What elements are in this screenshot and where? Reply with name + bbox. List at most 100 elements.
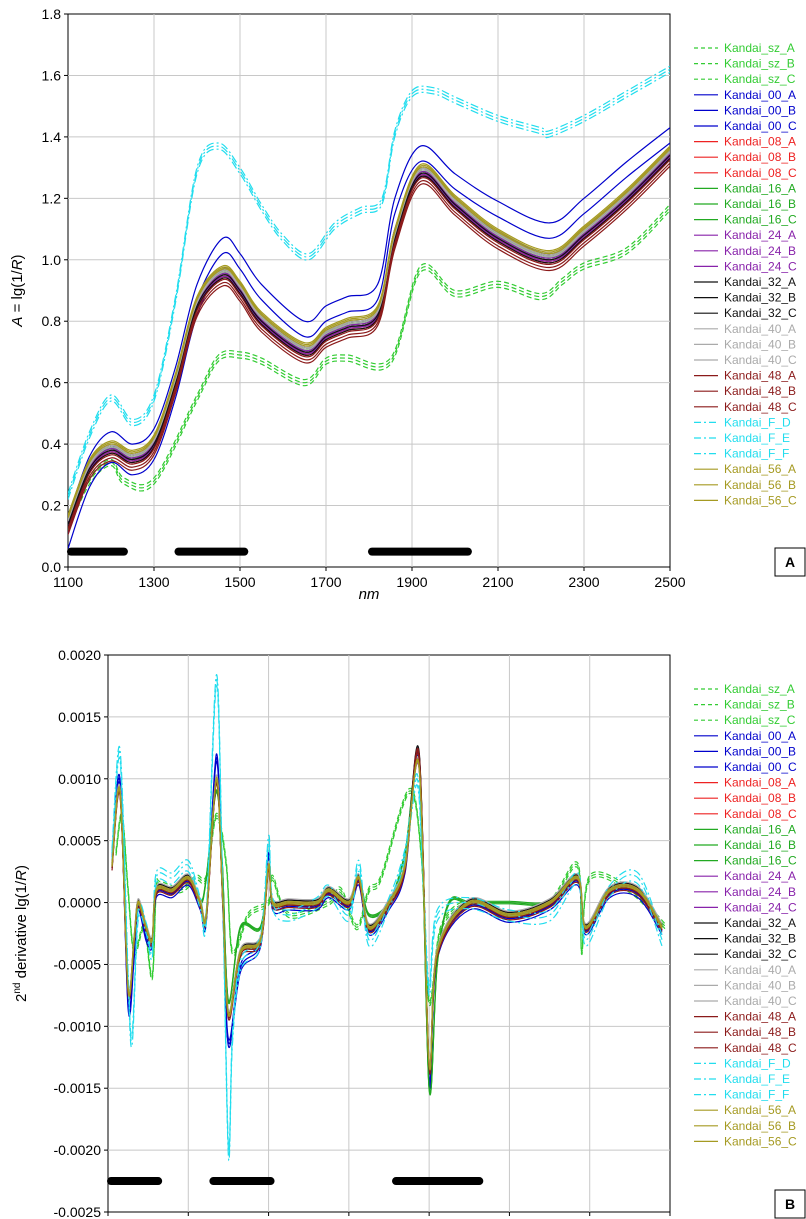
legend-label: Kandai_16_A xyxy=(724,181,796,195)
series-kandai_sz_c xyxy=(68,204,670,525)
y-axis-label-part: A xyxy=(9,317,26,328)
series-kandai_56_a xyxy=(111,758,663,1068)
series-kandai_f_e xyxy=(111,685,663,1161)
series-kandai_40_c xyxy=(68,151,670,522)
legend-label: Kandai_F_E xyxy=(724,431,790,445)
series-kandai_48_c xyxy=(68,165,670,535)
legend-label: Kandai_sz_C xyxy=(724,713,796,727)
y-tick-label: 0.4 xyxy=(42,436,62,452)
y-axis-label-part: ) xyxy=(9,254,26,259)
y-tick-label: 1.0 xyxy=(42,252,62,268)
legend-label: Kandai_F_F xyxy=(724,1088,789,1102)
series-kandai_48_a xyxy=(68,159,670,529)
y-tick-label: 0.8 xyxy=(42,313,62,329)
legend-label: Kandai_08_C xyxy=(724,166,797,180)
legend-label: Kandai_sz_C xyxy=(724,72,796,86)
x-tick-label: 2100 xyxy=(482,574,513,590)
series-kandai_56_c xyxy=(111,761,663,1071)
legend-label: Kandai_24_C xyxy=(724,259,797,273)
y-tick-label: 1.8 xyxy=(42,6,62,22)
legend-label: Kandai_24_A xyxy=(724,869,796,883)
legend-label: Kandai_32_A xyxy=(724,275,796,289)
legend-label: Kandai_08_C xyxy=(724,807,797,821)
legend-label: Kandai_08_B xyxy=(724,150,796,164)
legend-label: Kandai_48_A xyxy=(724,369,796,383)
series-kandai_40_b xyxy=(68,150,670,520)
series-kandai_48_b xyxy=(68,162,670,532)
legend-label: Kandai_F_F xyxy=(724,447,789,461)
y-axis-label-part: R xyxy=(13,870,30,881)
chart-panel-b: 11001300150017001900210023002500-0.0025-… xyxy=(12,647,806,1219)
y-tick-label: 0.0010 xyxy=(58,771,101,787)
series-kandai_40_a xyxy=(111,756,663,1066)
series-kandai_56_b xyxy=(111,759,663,1070)
series-kandai_48_a xyxy=(111,750,663,1073)
y-tick-label: 1.2 xyxy=(42,190,62,206)
y-tick-label: -0.0020 xyxy=(54,1142,102,1158)
legend-label: Kandai_08_A xyxy=(724,776,796,790)
y-axis-label-superscript: nd xyxy=(12,983,23,994)
legend-label: Kandai_16_C xyxy=(724,854,797,868)
legend-label: Kandai_sz_B xyxy=(724,57,795,71)
series-kandai_sz_a xyxy=(68,207,670,528)
legend-label: Kandai_56_C xyxy=(724,1134,797,1148)
legend-label: Kandai_48_B xyxy=(724,384,796,398)
panel-label: A xyxy=(785,554,795,570)
series-kandai_32_a xyxy=(68,154,670,525)
series-kandai_f_d xyxy=(68,65,670,494)
series-kandai_56_c xyxy=(68,148,670,519)
legend-label: Kandai_16_B xyxy=(724,838,796,852)
y-tick-label: -0.0025 xyxy=(54,1204,102,1219)
legend-label: Kandai_56_A xyxy=(724,1103,796,1117)
plot-area xyxy=(67,13,671,568)
series-kandai_32_b xyxy=(68,157,670,528)
legend-label: Kandai_40_B xyxy=(724,978,796,992)
legend-label: Kandai_56_B xyxy=(724,1119,796,1133)
legend-label: Kandai_32_A xyxy=(724,916,796,930)
y-axis-label: A = lg(1/R) xyxy=(9,254,26,327)
legend-label: Kandai_40_C xyxy=(724,353,797,367)
y-tick-label: 0.0000 xyxy=(58,895,101,911)
legend-label: Kandai_40_C xyxy=(724,994,797,1008)
legend-label: Kandai_F_D xyxy=(724,415,791,429)
legend-label: Kandai_32_B xyxy=(724,291,796,305)
x-tick-label: 1100 xyxy=(53,574,83,590)
legend-label: Kandai_56_B xyxy=(724,478,796,492)
y-tick-label: -0.0010 xyxy=(54,1018,102,1034)
legend-label: Kandai_00_C xyxy=(724,119,797,133)
legend-label: Kandai_56_A xyxy=(724,462,796,476)
legend-label: Kandai_F_E xyxy=(724,1072,790,1086)
panel-label-box xyxy=(774,1189,806,1219)
y-tick-label: -0.0005 xyxy=(54,956,102,972)
legend-label: Kandai_08_A xyxy=(724,135,796,149)
legend-label: Kandai_24_B xyxy=(724,244,796,258)
y-tick-label: 0.0 xyxy=(42,559,62,575)
series-kandai_sz_c xyxy=(115,792,667,1007)
legend-label: Kandai_40_A xyxy=(724,322,796,336)
legend-label: Kandai_32_C xyxy=(724,306,797,320)
legend-label: Kandai_16_C xyxy=(724,213,797,227)
series-kandai_sz_b xyxy=(68,210,670,531)
series-lines xyxy=(111,674,667,1161)
y-tick-label: 0.0015 xyxy=(58,709,101,725)
y-tick-label: 1.6 xyxy=(42,67,62,83)
legend-label: Kandai_48_C xyxy=(724,1041,797,1055)
series-kandai_32_b xyxy=(111,745,663,1068)
x-tick-label: 2500 xyxy=(654,574,685,590)
x-axis-label: nm xyxy=(359,586,380,603)
legend-label: Kandai_F_D xyxy=(724,1056,791,1070)
series-kandai_f_f xyxy=(111,674,663,1150)
legend-label: Kandai_48_B xyxy=(724,1025,796,1039)
y-axis-label-part: R xyxy=(9,259,26,270)
legend-label: Kandai_00_A xyxy=(724,729,796,743)
legend-label: Kandai_08_B xyxy=(724,791,796,805)
x-tick-label: 1500 xyxy=(224,574,255,590)
legend-label: Kandai_16_B xyxy=(724,197,796,211)
legend-label: Kandai_40_A xyxy=(724,963,796,977)
y-axis-label-part: = lg(1/ xyxy=(9,269,26,316)
series-kandai_56_a xyxy=(68,145,670,516)
legend-label: Kandai_24_C xyxy=(724,900,797,914)
